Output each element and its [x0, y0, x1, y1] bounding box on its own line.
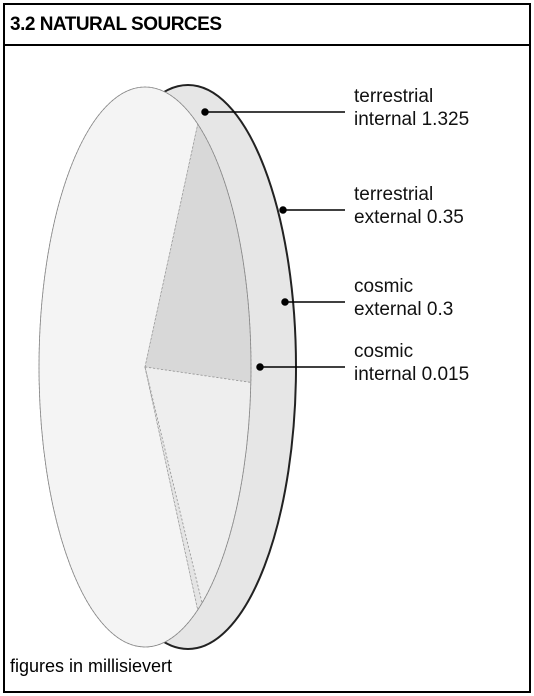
category-label: cosmic internal — [354, 341, 416, 385]
value-label: 0.35 — [427, 207, 464, 228]
value-label: 0.015 — [422, 364, 470, 385]
leader-dot — [202, 109, 208, 115]
leader-dot — [257, 364, 263, 370]
page: 3.2 NATURAL SOURCES terrestrial internal… — [0, 0, 534, 696]
category-label: cosmic external — [354, 276, 422, 320]
slice-label: terrestrial internal 1.325 — [354, 85, 469, 131]
footnote: figures in millisievert — [10, 656, 172, 677]
category-label: terrestrial external — [354, 184, 433, 228]
slice-label: cosmic internal 0.015 — [354, 340, 469, 386]
leader-dot — [280, 207, 286, 213]
leader-dot — [282, 299, 288, 305]
slice-label: cosmic external 0.3 — [354, 275, 453, 321]
slice-label: terrestrial external 0.35 — [354, 183, 464, 229]
value-label: 0.3 — [427, 299, 453, 320]
value-label: 1.325 — [422, 109, 470, 130]
slices — [39, 87, 251, 647]
